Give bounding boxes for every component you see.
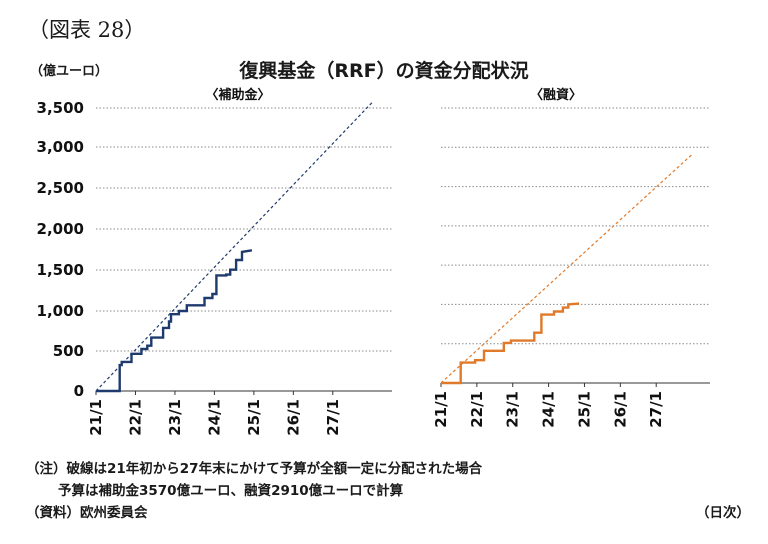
x-frequency-note: （日次） <box>696 505 750 521</box>
cumulative-line-loans <box>441 302 580 385</box>
footnote-line-1: （注）破線は21年初から27年末にかけて予算が全額一定に分配された場合 <box>26 461 483 477</box>
chart-title: 復興基金（RRF）の資金分配状況 <box>239 60 529 82</box>
x-tick-label: 22/1 <box>126 399 144 436</box>
panel-title-loans: 〈融資〉 <box>530 87 582 103</box>
y-tick-label: 500 <box>53 342 84 360</box>
y-tick-label: 0 <box>74 382 84 400</box>
y-tick-label: 3,500 <box>37 99 84 117</box>
figure-label: （図表 28） <box>28 18 146 42</box>
x-tick-label: 26/1 <box>284 399 302 436</box>
x-tick-label: 22/1 <box>468 391 486 428</box>
x-tick-label: 27/1 <box>647 391 665 428</box>
x-tick-label: 24/1 <box>540 391 558 428</box>
y-tick-label: 2,000 <box>37 220 84 238</box>
footnote-line-2: 予算は補助金3570億ユーロ、融資2910億ユーロで計算 <box>58 483 404 499</box>
even-allocation-line-loans <box>440 153 693 384</box>
x-tick-label: 26/1 <box>611 391 629 428</box>
y-axis-unit: （億ユーロ） <box>30 64 109 79</box>
x-tick-label: 25/1 <box>245 399 263 436</box>
x-tick-label: 24/1 <box>205 399 223 436</box>
x-tick-label: 21/1 <box>432 391 450 428</box>
y-tick-label: 2,500 <box>37 179 84 197</box>
x-tick-label: 21/1 <box>87 399 105 436</box>
x-tick-label: 23/1 <box>166 399 184 436</box>
even-allocation-line-grants <box>95 101 373 392</box>
y-tick-label: 1,000 <box>37 302 84 320</box>
x-tick-label: 23/1 <box>504 391 522 428</box>
y-tick-label: 3,000 <box>37 138 84 156</box>
x-tick-label: 25/1 <box>575 391 593 428</box>
panel-title-grants: 〈補助金〉 <box>205 87 270 103</box>
cumulative-line-grants <box>96 249 253 393</box>
source-note: （資料）欧州委員会 <box>26 505 148 521</box>
y-tick-label: 1,500 <box>37 261 84 279</box>
x-tick-label: 27/1 <box>324 399 342 436</box>
